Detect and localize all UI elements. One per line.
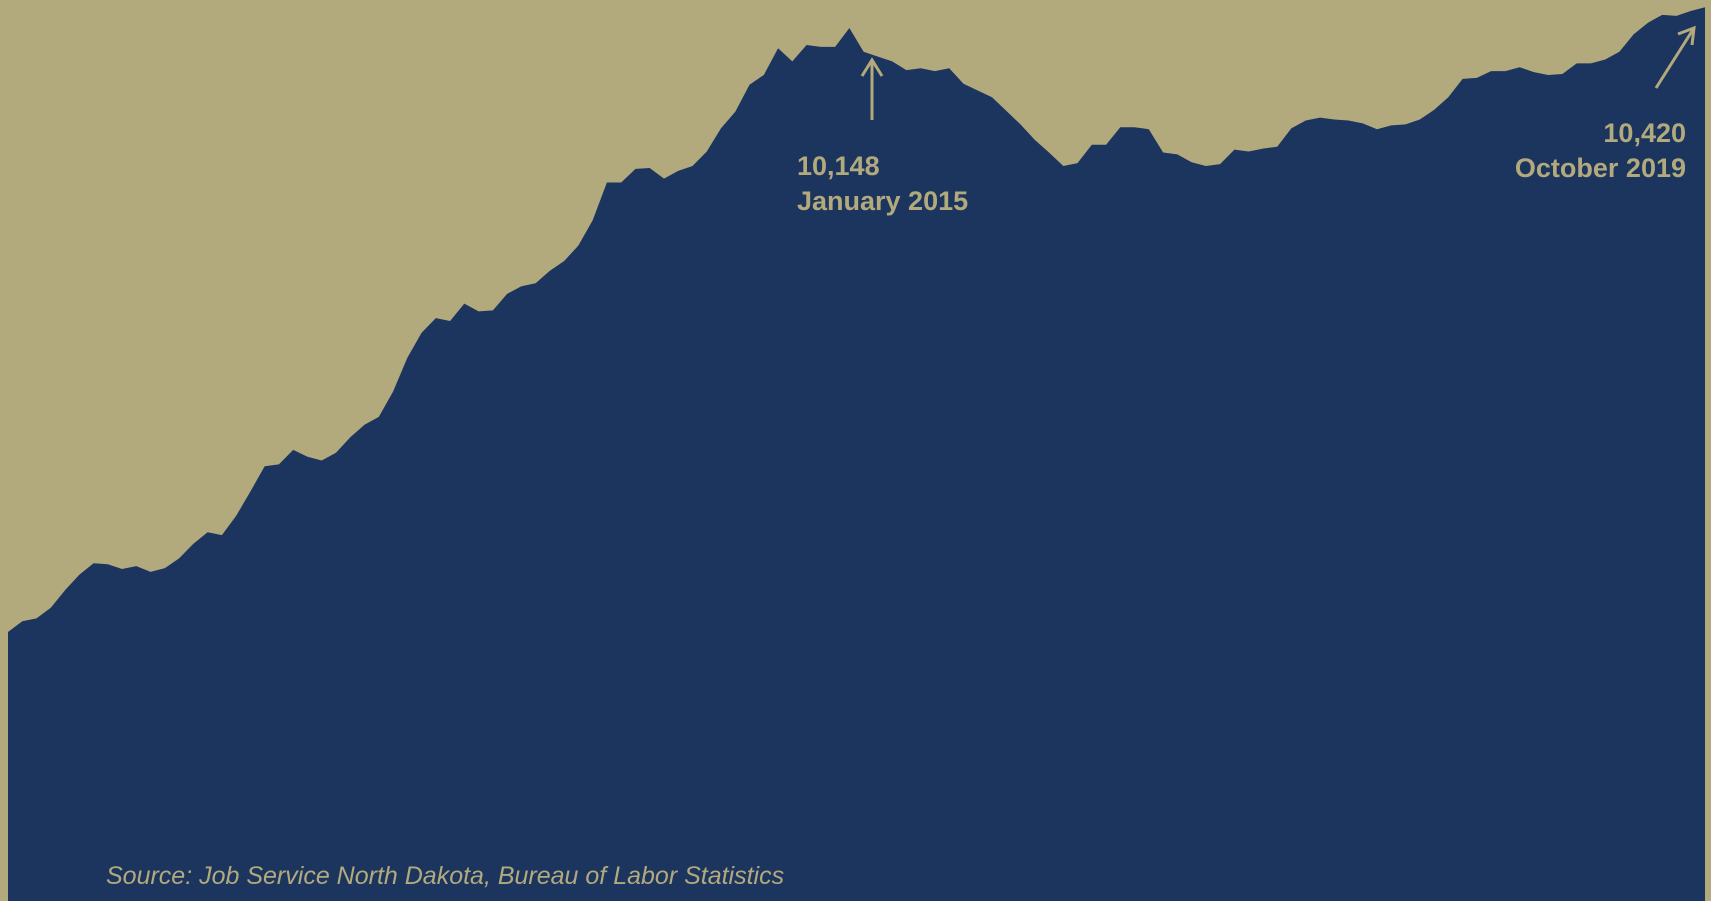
peak-value-label: 10,148 — [797, 151, 880, 181]
peak-arrow-head — [860, 57, 884, 77]
employment-area — [8, 7, 1705, 901]
latest-arrow-head — [1677, 25, 1696, 46]
latest-value-label: 10,420 — [1603, 118, 1686, 148]
latest-arrow-shaft — [1654, 27, 1696, 89]
source-note: Source: Job Service North Dakota, Bureau… — [106, 862, 784, 890]
annotation-latest: 10,420 October 2019 — [1515, 25, 1696, 183]
peak-date-label: January 2015 — [797, 186, 968, 216]
latest-date-label: October 2019 — [1515, 153, 1686, 183]
annotation-peak: 10,148 January 2015 — [797, 57, 968, 216]
